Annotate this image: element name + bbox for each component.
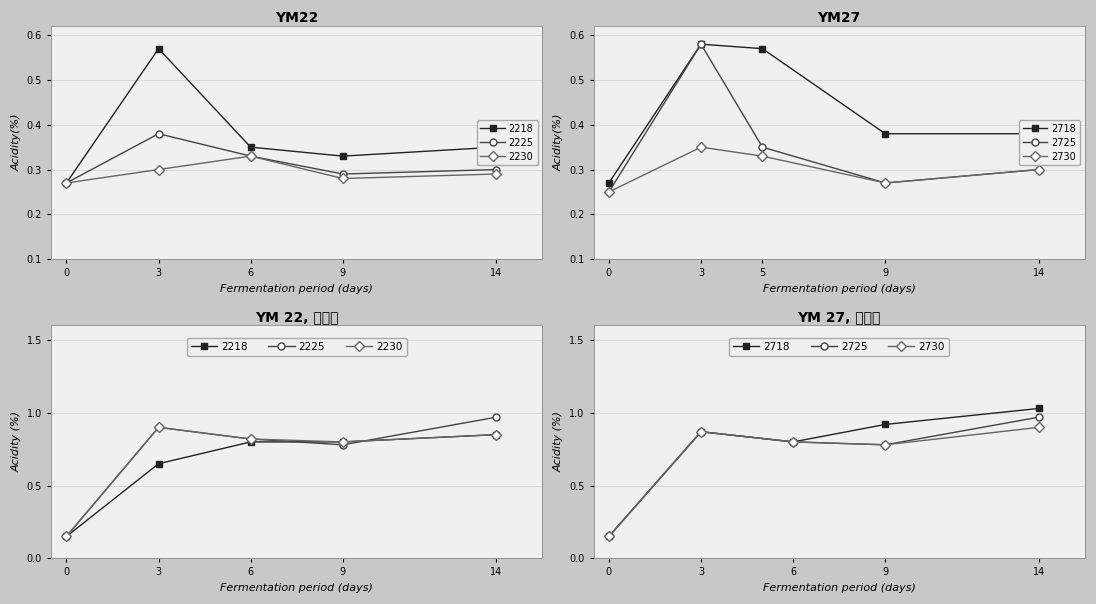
2730: [756, 152, 769, 159]
2725: [787, 439, 800, 446]
2218: [152, 45, 165, 53]
2730: [695, 144, 708, 151]
Line: 2718: 2718: [605, 405, 1042, 540]
2218: [60, 179, 73, 187]
2225: [244, 152, 258, 159]
Legend: 2718, 2725, 2730: 2718, 2725, 2730: [729, 338, 949, 356]
2730: [695, 428, 708, 435]
2225: [490, 414, 503, 421]
2225: [490, 166, 503, 173]
2725: [603, 188, 616, 196]
2225: [336, 170, 350, 178]
2725: [756, 144, 769, 151]
2718: [1032, 405, 1046, 412]
2225: [152, 130, 165, 137]
Line: 2218: 2218: [62, 45, 500, 187]
2230: [60, 179, 73, 187]
Y-axis label: Acidity (%): Acidity (%): [553, 411, 563, 472]
2718: [756, 45, 769, 53]
2718: [879, 421, 892, 428]
2730: [603, 188, 616, 196]
2725: [695, 40, 708, 48]
2218: [490, 144, 503, 151]
2725: [695, 428, 708, 435]
2730: [787, 439, 800, 446]
2225: [60, 179, 73, 187]
2718: [695, 428, 708, 435]
2730: [879, 179, 892, 187]
2218: [490, 431, 503, 439]
2725: [879, 179, 892, 187]
Line: 2230: 2230: [62, 424, 500, 540]
2230: [152, 424, 165, 431]
2718: [787, 439, 800, 446]
2718: [1032, 130, 1046, 137]
Line: 2730: 2730: [605, 144, 1042, 196]
Line: 2730: 2730: [605, 424, 1042, 540]
2725: [1032, 414, 1046, 421]
X-axis label: Fermentation period (days): Fermentation period (days): [220, 284, 374, 294]
2725: [879, 441, 892, 448]
2225: [60, 533, 73, 540]
2230: [336, 175, 350, 182]
Y-axis label: Acidity(%): Acidity(%): [11, 114, 21, 172]
Legend: 2718, 2725, 2730: 2718, 2725, 2730: [1019, 120, 1080, 165]
2218: [244, 144, 258, 151]
2730: [603, 533, 616, 540]
2218: [152, 460, 165, 467]
Title: YM22: YM22: [275, 11, 319, 25]
2730: [879, 441, 892, 448]
2218: [60, 533, 73, 540]
Title: YM27: YM27: [818, 11, 860, 25]
Line: 2218: 2218: [62, 431, 500, 540]
2225: [336, 441, 350, 448]
2218: [336, 439, 350, 446]
2730: [1032, 166, 1046, 173]
Line: 2225: 2225: [62, 414, 500, 540]
Line: 2225: 2225: [62, 130, 500, 187]
X-axis label: Fermentation period (days): Fermentation period (days): [763, 284, 915, 294]
X-axis label: Fermentation period (days): Fermentation period (days): [220, 583, 374, 593]
2230: [490, 170, 503, 178]
2730: [1032, 424, 1046, 431]
2725: [1032, 166, 1046, 173]
2725: [603, 533, 616, 540]
Y-axis label: Acidity (%): Acidity (%): [11, 411, 21, 472]
Legend: 2218, 2225, 2230: 2218, 2225, 2230: [186, 338, 407, 356]
2230: [60, 533, 73, 540]
2230: [244, 435, 258, 443]
Line: 2725: 2725: [605, 40, 1042, 196]
2230: [152, 166, 165, 173]
2718: [603, 179, 616, 187]
Title: YM 27, 웹산도: YM 27, 웹산도: [798, 310, 881, 324]
2230: [336, 439, 350, 446]
2718: [879, 130, 892, 137]
2230: [244, 152, 258, 159]
2225: [152, 424, 165, 431]
2218: [244, 439, 258, 446]
Legend: 2218, 2225, 2230: 2218, 2225, 2230: [477, 120, 537, 165]
Line: 2718: 2718: [605, 40, 1042, 187]
Y-axis label: Acidity(%): Acidity(%): [553, 114, 563, 172]
Title: YM 22, 웹산도: YM 22, 웹산도: [255, 310, 339, 324]
Line: 2230: 2230: [62, 153, 500, 187]
2225: [244, 435, 258, 443]
2718: [603, 533, 616, 540]
X-axis label: Fermentation period (days): Fermentation period (days): [763, 583, 915, 593]
2230: [490, 431, 503, 439]
2718: [695, 40, 708, 48]
Line: 2725: 2725: [605, 414, 1042, 540]
2218: [336, 152, 350, 159]
